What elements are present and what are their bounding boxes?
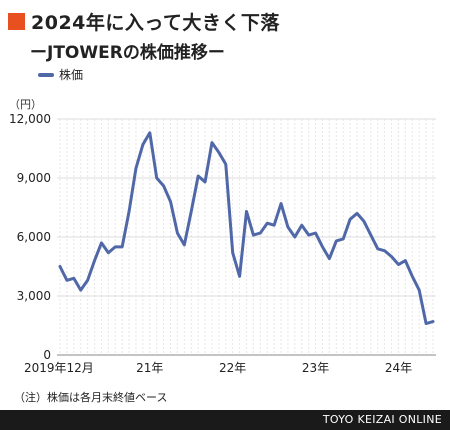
credit-bar: TOYO KEIZAI ONLINE <box>0 410 450 430</box>
x-axis-ticks: 2019年12月 21年 22年 23年 24年 <box>24 361 412 375</box>
legend-swatch <box>38 72 54 77</box>
x-tick-label: 21年 <box>136 361 163 375</box>
chart-subtitle: ーJTOWERの株価推移ー <box>30 43 225 63</box>
title-accent-square <box>8 13 25 30</box>
legend-label: 株価 <box>59 68 84 82</box>
series-layer <box>58 131 435 326</box>
y-tick-label: 6,000 <box>17 230 51 244</box>
x-tick-label: 22年 <box>219 361 246 375</box>
y-tick-label: 9,000 <box>17 171 51 185</box>
title-row: 2024年に入って大きく下落 <box>8 8 280 35</box>
x-tick-label: 2019年12月 <box>24 361 94 375</box>
series-line-stock-price <box>58 131 435 326</box>
y-axis-ticks: 0 3,000 6,000 9,000 12,000 <box>9 112 51 362</box>
legend: 株価 <box>38 66 83 83</box>
y-tick-label: 12,000 <box>9 112 51 126</box>
y-axis-unit: （円） <box>9 98 42 111</box>
x-tick-label: 24年 <box>385 361 412 375</box>
chart-title: 2024年に入って大きく下落 <box>31 12 280 34</box>
footnote: （注）株価は各月末終値ベース <box>14 391 168 404</box>
x-tick-label: 23年 <box>302 361 329 375</box>
grid <box>57 118 436 356</box>
y-tick-label: 0 <box>43 348 51 362</box>
y-tick-label: 3,000 <box>17 289 51 303</box>
